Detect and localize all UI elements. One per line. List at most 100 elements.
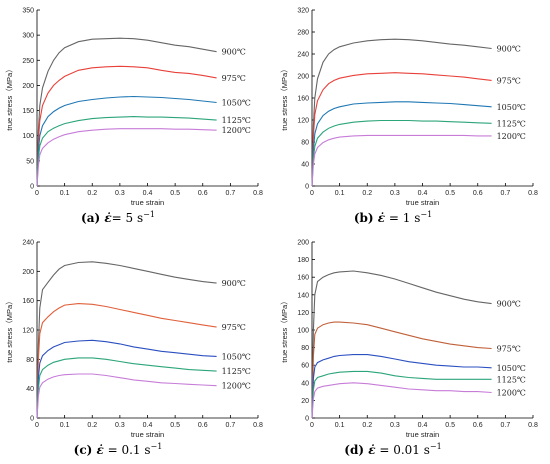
caption-rate: = 0.01 s <box>376 443 430 457</box>
y-tick-label: 0 <box>305 416 309 423</box>
x-tick-label: 0.7 <box>501 190 511 197</box>
y-tick-label: 200 <box>22 269 34 276</box>
y-tick-label: 250 <box>22 58 34 65</box>
series-line-1 <box>36 303 217 419</box>
caption-rate: = 5 s <box>112 211 143 225</box>
x-tick-label: 0.6 <box>473 422 483 429</box>
y-tick-label: 80 <box>301 140 309 147</box>
y-tick-label: 50 <box>26 158 34 165</box>
y-tick-label: 80 <box>26 357 34 364</box>
y-tick-label: 280 <box>297 30 309 37</box>
chart-svg: 0 50 100 150 200 250 300 350 0 0.1 0.2 0.3 0.4 0.5 0.6… <box>5 8 263 226</box>
caption-letter: (b) <box>354 211 378 225</box>
x-axis-label: true strain <box>406 430 439 439</box>
y-tick-label: 120 <box>297 310 309 317</box>
series-line-4 <box>311 134 492 187</box>
series-line-2 <box>36 339 217 419</box>
strain-rate-symbol: ε̇ <box>378 211 386 225</box>
panel-caption: (d) ε̇ = 0.01 s−1 <box>344 442 441 457</box>
series-label: 1200℃ <box>497 132 526 141</box>
panel-caption: (c) ε̇ = 0.1 s−1 <box>74 442 163 457</box>
x-tick-label: 0.4 <box>418 422 428 429</box>
series-line-0 <box>311 38 492 187</box>
y-tick-label: 300 <box>22 33 34 40</box>
series-label: 1125℃ <box>497 375 526 384</box>
series-line-1 <box>311 72 492 187</box>
x-tick-label: 0 <box>35 190 39 197</box>
series-line-1 <box>311 321 492 419</box>
caption-exponent: −1 <box>151 442 163 451</box>
y-tick-label: 240 <box>22 240 34 247</box>
chart-svg: 0 40 80 120 160 200 240 0 0.1 0.2 0.3 0.4 0.5 0.6 0.7 0… <box>5 240 263 458</box>
y-tick-label: 150 <box>22 108 34 115</box>
x-tick-label: 0.4 <box>143 190 153 197</box>
series-label: 900℃ <box>222 48 246 57</box>
chart-svg: 0 20 40 60 80 100 120 140 160 180 200 0 0.1 0.2 0.3 0.4… <box>280 240 538 458</box>
x-tick-label: 0.3 <box>390 422 400 429</box>
series-line-3 <box>311 119 492 187</box>
series-label: 1200℃ <box>222 126 251 135</box>
caption-exponent: −1 <box>143 210 155 219</box>
x-tick-label: 0.4 <box>418 190 428 197</box>
y-tick-label: 200 <box>297 240 309 247</box>
x-tick-label: 0 <box>310 422 314 429</box>
y-tick-label: 120 <box>297 118 309 125</box>
series-line-2 <box>311 101 492 187</box>
y-tick-label: 350 <box>22 8 34 15</box>
y-tick-label: 0 <box>305 184 309 191</box>
y-tick-label: 120 <box>22 328 34 335</box>
chart-svg: 0 40 80 120 160 200 240 280 320 0 0.1 0.2 0.3 0.4 0.5 0… <box>280 8 538 226</box>
y-tick-label: 40 <box>301 162 309 169</box>
strain-rate-symbol: ε̇ <box>104 211 112 225</box>
y-axis-label: true stress（MPa） <box>280 297 289 362</box>
x-axis-label: true strain <box>131 198 164 207</box>
panel-caption: (a) ε̇= 5 s−1 <box>81 210 155 225</box>
series-line-1 <box>36 65 217 187</box>
caption-exponent: −1 <box>430 442 442 451</box>
x-tick-label: 0.1 <box>335 422 345 429</box>
chart-panel-d: 0 20 40 60 80 100 120 140 160 180 200 0 0.1 0.2 0.3 0.4… <box>275 232 550 464</box>
chart-panel-b: 0 40 80 120 160 200 240 280 320 0 0.1 0.2 0.3 0.4 0.5 0… <box>275 0 550 232</box>
x-tick-label: 0.5 <box>445 422 455 429</box>
x-axis-label: true strain <box>131 430 164 439</box>
series-label: 975℃ <box>497 76 521 85</box>
y-tick-label: 40 <box>301 380 309 387</box>
caption-rate: = 0.1 s <box>104 443 151 457</box>
series-label: 1050℃ <box>222 99 251 108</box>
strain-rate-symbol: ε̇ <box>368 443 376 457</box>
x-axis-label: true strain <box>406 198 439 207</box>
series-label: 1050℃ <box>222 352 251 361</box>
series-line-3 <box>36 357 217 419</box>
x-tick-label: 0.2 <box>87 190 97 197</box>
series-line-4 <box>311 382 492 419</box>
y-tick-label: 100 <box>297 328 309 335</box>
series-line-0 <box>36 37 217 187</box>
strain-rate-symbol: ε̇ <box>97 443 105 457</box>
series-label: 900℃ <box>222 279 246 288</box>
series-label: 1050℃ <box>497 364 526 373</box>
y-axis-label: true stress（MPa） <box>5 297 14 362</box>
x-tick-label: 0.2 <box>362 190 372 197</box>
x-tick-label: 0.1 <box>60 422 70 429</box>
x-tick-label: 0 <box>310 190 314 197</box>
x-tick-label: 0.5 <box>170 190 180 197</box>
series-label: 900℃ <box>497 45 521 54</box>
caption-rate: = 1 s <box>385 211 420 225</box>
series-label: 975℃ <box>497 344 521 353</box>
y-tick-label: 80 <box>301 345 309 352</box>
series-label: 975℃ <box>222 74 246 83</box>
series-line-4 <box>36 128 217 187</box>
x-tick-label: 0.6 <box>198 190 208 197</box>
y-tick-label: 20 <box>301 398 309 405</box>
series-label: 900℃ <box>497 300 521 309</box>
chart-panel-a: 0 50 100 150 200 250 300 350 0 0.1 0.2 0.3 0.4 0.5 0.6… <box>0 0 275 232</box>
series-label: 1125℃ <box>497 119 526 128</box>
y-tick-label: 180 <box>297 257 309 264</box>
x-tick-label: 0.7 <box>226 422 236 429</box>
panel-caption: (b) ε̇ = 1 s−1 <box>354 210 432 225</box>
y-tick-label: 320 <box>297 8 309 15</box>
x-tick-label: 0.5 <box>445 190 455 197</box>
series-line-4 <box>36 373 217 419</box>
x-tick-label: 0.2 <box>87 422 97 429</box>
y-axis-label: true stress（MPa） <box>280 65 289 130</box>
